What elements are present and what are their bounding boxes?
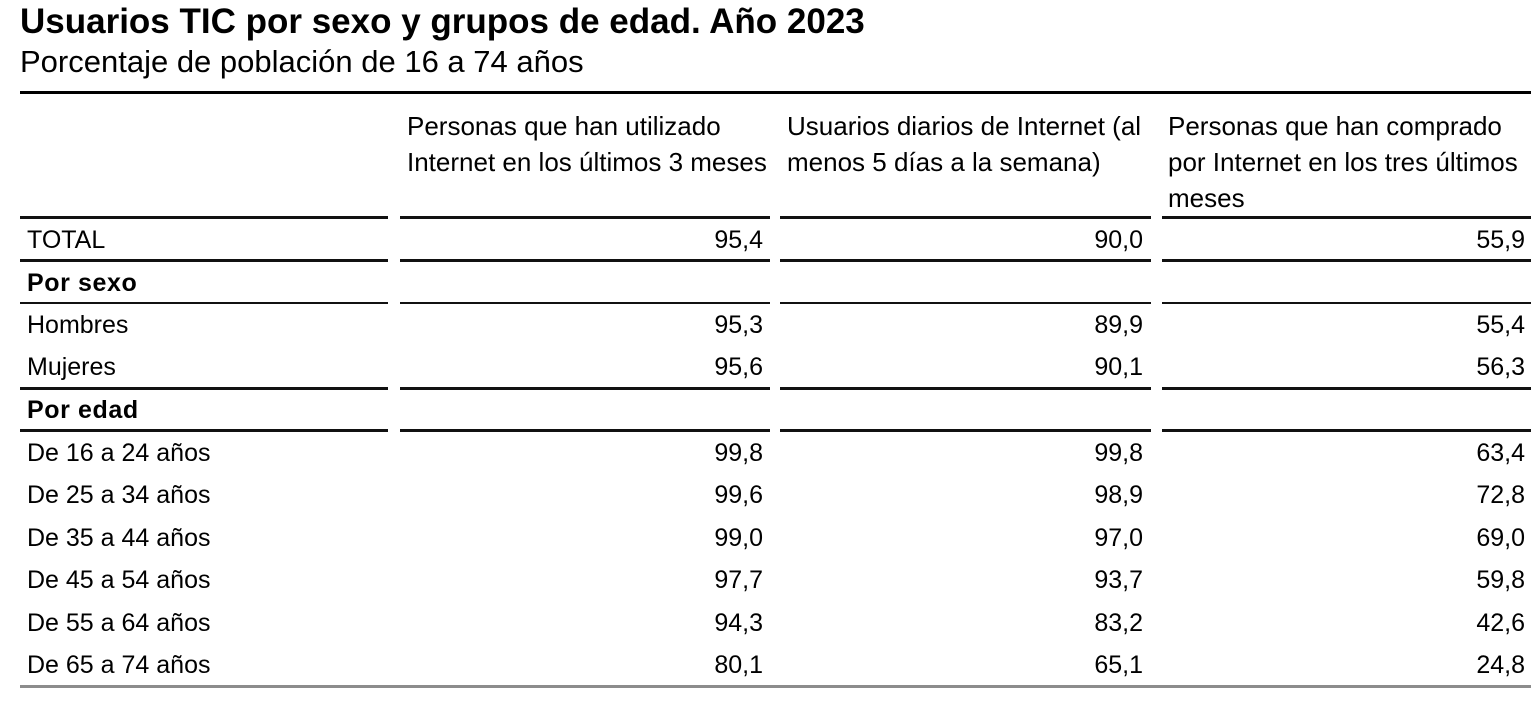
row-label: De 55 a 64 años bbox=[27, 609, 211, 637]
table-row: Hombres 95,3 89,9 55,4 bbox=[0, 304, 1540, 346]
cell-value: 99,8 bbox=[1094, 439, 1143, 467]
row-label: De 35 a 44 años bbox=[27, 524, 211, 552]
row-rule bbox=[780, 429, 1151, 432]
table-row: De 65 a 74 años 80,1 65,1 24,8 bbox=[0, 644, 1540, 686]
table-row: De 25 a 34 años 99,6 98,9 72,8 bbox=[0, 474, 1540, 516]
cell-value: 95,6 bbox=[714, 353, 763, 381]
row-rule bbox=[20, 429, 388, 432]
row-rule bbox=[400, 302, 770, 304]
row-rule bbox=[400, 429, 770, 432]
bottom-rule bbox=[20, 685, 1531, 688]
row-label: Hombres bbox=[27, 311, 129, 339]
cell-value: 99,0 bbox=[714, 524, 763, 552]
table-row: De 16 a 24 años 99,8 99,8 63,4 bbox=[0, 432, 1540, 474]
row-rule bbox=[1162, 259, 1531, 262]
row-rule bbox=[1162, 302, 1531, 304]
header-rule-label bbox=[20, 216, 388, 219]
row-rule bbox=[780, 387, 1151, 390]
cell-value: 94,3 bbox=[714, 609, 763, 637]
cell-value: 55,4 bbox=[1476, 311, 1525, 339]
row-rule bbox=[1162, 387, 1531, 390]
cell-value: 24,8 bbox=[1476, 651, 1525, 679]
table-title: Usuarios TIC por sexo y grupos de edad. … bbox=[20, 2, 865, 41]
cell-value: 97,0 bbox=[1094, 524, 1143, 552]
row-label: De 65 a 74 años bbox=[27, 651, 211, 679]
header-rule-col2 bbox=[780, 216, 1151, 219]
cell-value: 98,9 bbox=[1094, 481, 1143, 509]
header-rule-col3 bbox=[1162, 216, 1531, 219]
row-label: De 16 a 24 años bbox=[27, 439, 211, 467]
header-rule-col1 bbox=[400, 216, 770, 219]
table-row: De 45 a 54 años 97,7 93,7 59,8 bbox=[0, 559, 1540, 601]
cell-value: 97,7 bbox=[714, 566, 763, 594]
row-rule bbox=[780, 259, 1151, 262]
table-row: De 55 a 64 años 94,3 83,2 42,6 bbox=[0, 602, 1540, 644]
cell-value: 56,3 bbox=[1476, 353, 1525, 381]
cell-value: 55,9 bbox=[1476, 226, 1525, 254]
cell-value: 63,4 bbox=[1476, 439, 1525, 467]
column-header-internet-use: Personas que han utilizado Internet en l… bbox=[407, 111, 767, 177]
table-subtitle: Porcentaje de población de 16 a 74 años bbox=[20, 44, 584, 79]
row-label: TOTAL bbox=[27, 226, 106, 254]
cell-value: 42,6 bbox=[1476, 609, 1525, 637]
section-label: Por sexo bbox=[27, 269, 138, 297]
column-header-daily-users: Usuarios diarios de Internet (al menos 5… bbox=[787, 111, 1142, 177]
row-rule bbox=[1162, 429, 1531, 432]
row-label: De 25 a 34 años bbox=[27, 481, 211, 509]
top-rule bbox=[20, 91, 1531, 94]
cell-value: 90,0 bbox=[1094, 226, 1143, 254]
cell-value: 65,1 bbox=[1094, 651, 1143, 679]
cell-value: 72,8 bbox=[1476, 481, 1525, 509]
cell-value: 80,1 bbox=[714, 651, 763, 679]
cell-value: 59,8 bbox=[1476, 566, 1525, 594]
row-rule bbox=[20, 259, 388, 262]
cell-value: 99,8 bbox=[714, 439, 763, 467]
cell-value: 99,6 bbox=[714, 481, 763, 509]
cell-value: 93,7 bbox=[1094, 566, 1143, 594]
table-row: Mujeres 95,6 90,1 56,3 bbox=[0, 346, 1540, 388]
cell-value: 95,3 bbox=[714, 311, 763, 339]
cell-value: 69,0 bbox=[1476, 524, 1525, 552]
row-label: De 45 a 54 años bbox=[27, 566, 211, 594]
section-row-por-sexo: Por sexo bbox=[0, 262, 1540, 304]
cell-value: 95,4 bbox=[714, 226, 763, 254]
row-rule bbox=[400, 387, 770, 390]
cell-value: 89,9 bbox=[1094, 311, 1143, 339]
table-row: De 35 a 44 años 99,0 97,0 69,0 bbox=[0, 517, 1540, 559]
cell-value: 83,2 bbox=[1094, 609, 1143, 637]
section-row-por-edad: Por edad bbox=[0, 389, 1540, 431]
row-label: Mujeres bbox=[27, 353, 116, 381]
cell-value: 90,1 bbox=[1094, 353, 1143, 381]
row-rule bbox=[20, 387, 388, 390]
row-rule bbox=[400, 259, 770, 262]
row-rule bbox=[20, 302, 388, 304]
table-row-total: TOTAL 95,4 90,0 55,9 bbox=[0, 219, 1540, 261]
section-label: Por edad bbox=[27, 396, 139, 424]
column-header-online-purchases: Personas que han comprado por Internet e… bbox=[1168, 111, 1518, 213]
row-rule bbox=[780, 302, 1151, 304]
